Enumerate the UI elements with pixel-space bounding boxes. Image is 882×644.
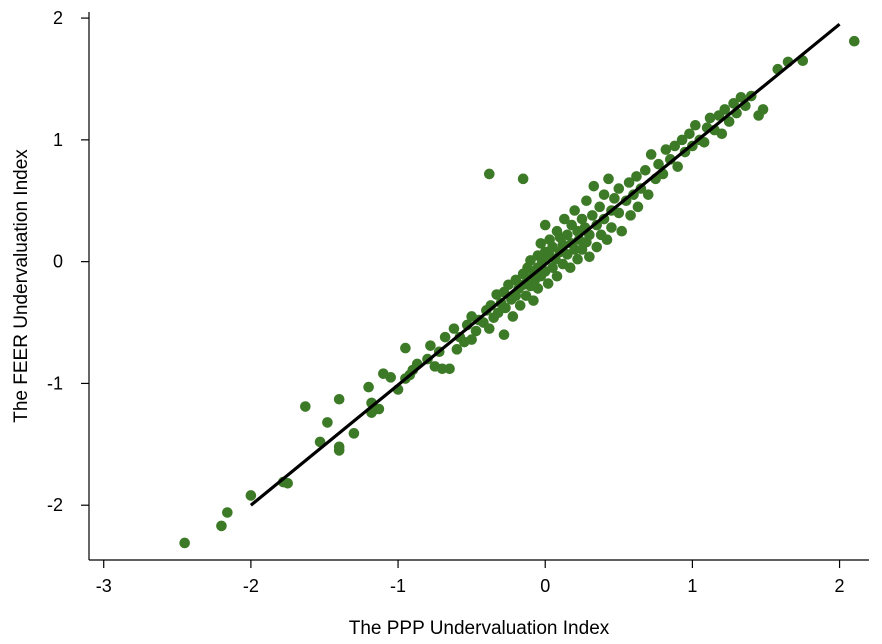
data-point — [631, 171, 642, 182]
x-tick-label: -2 — [243, 576, 259, 596]
data-point — [587, 210, 598, 221]
data-point — [645, 149, 657, 160]
y-tick-label: 1 — [53, 130, 63, 150]
data-point — [698, 137, 710, 148]
x-tick-label: -3 — [96, 576, 112, 596]
data-point — [684, 128, 695, 140]
data-point — [591, 241, 603, 253]
data-point — [584, 251, 595, 263]
data-point — [322, 417, 333, 428]
y-tick-label: -2 — [47, 495, 63, 515]
data-point — [348, 428, 360, 439]
fit-line — [249, 22, 841, 507]
data-point — [484, 323, 495, 334]
data-point — [363, 381, 374, 393]
data-point — [282, 477, 293, 489]
data-point — [588, 180, 600, 192]
data-point — [498, 329, 510, 341]
data-point — [616, 225, 628, 237]
data-point — [594, 201, 605, 213]
data-point — [676, 134, 688, 146]
data-point — [507, 311, 519, 322]
data-point — [728, 98, 739, 109]
data-point — [373, 403, 385, 415]
x-tick-label: 0 — [540, 576, 550, 596]
data-point — [547, 262, 558, 274]
y-tick-label: -1 — [47, 373, 63, 393]
data-point — [569, 244, 580, 255]
data-point — [425, 340, 436, 351]
data-point — [609, 193, 620, 204]
data-points — [179, 35, 860, 549]
data-point — [542, 278, 554, 289]
data-point — [660, 144, 672, 155]
data-point — [532, 283, 544, 294]
data-point — [569, 205, 580, 216]
data-point — [559, 213, 570, 225]
data-point — [642, 189, 654, 200]
data-point — [603, 173, 614, 185]
data-point — [333, 393, 345, 405]
data-point — [500, 302, 511, 314]
data-point — [470, 325, 482, 337]
data-point — [669, 140, 681, 152]
data-point — [576, 213, 588, 225]
x-tick-label: 2 — [835, 576, 845, 596]
data-point — [564, 262, 576, 274]
data-point — [245, 490, 257, 501]
y-axis-title: The FEER Undervaluation Index — [11, 149, 32, 423]
data-point — [623, 177, 635, 188]
data-point — [562, 229, 573, 241]
axes: -3 -2 -1 0 1 2 -2 -1 0 1 2 — [47, 8, 869, 596]
data-point — [672, 161, 683, 172]
data-point — [539, 219, 551, 231]
data-point — [535, 238, 547, 249]
data-point — [757, 104, 769, 115]
data-point — [723, 116, 735, 127]
data-point — [581, 195, 592, 207]
data-point — [719, 104, 731, 115]
data-point — [551, 270, 563, 282]
data-point — [625, 210, 636, 221]
data-point — [439, 331, 451, 343]
data-point — [300, 401, 311, 412]
data-point — [716, 128, 728, 140]
y-tick-label: 2 — [53, 8, 63, 28]
data-point — [640, 165, 651, 176]
data-point — [451, 344, 463, 355]
y-ticks: -2 -1 0 1 2 — [47, 8, 89, 515]
data-point — [606, 222, 617, 233]
data-point — [613, 183, 625, 194]
x-ticks: -3 -2 -1 0 1 2 — [96, 560, 845, 596]
data-point — [601, 234, 613, 246]
data-point — [448, 323, 460, 334]
data-point — [632, 201, 644, 213]
data-point — [514, 300, 526, 311]
x-tick-label: -1 — [390, 576, 406, 596]
data-point — [484, 168, 495, 180]
data-point — [598, 189, 610, 200]
data-point — [613, 207, 625, 219]
data-point — [385, 372, 396, 383]
data-point — [690, 119, 701, 131]
data-point — [400, 342, 411, 354]
data-point — [222, 507, 233, 518]
data-point — [436, 363, 448, 375]
x-tick-label: 1 — [687, 576, 697, 596]
data-point — [444, 363, 455, 375]
data-point — [517, 173, 529, 185]
x-axis-title: The PPP Undervaluation Index — [349, 618, 610, 639]
data-point — [653, 158, 664, 170]
data-point — [735, 91, 747, 103]
y-tick-label: 0 — [53, 252, 63, 272]
data-point — [572, 253, 583, 265]
data-point — [333, 445, 345, 456]
data-point — [216, 520, 227, 532]
data-point — [528, 295, 539, 306]
data-point — [466, 334, 477, 345]
data-point — [848, 35, 860, 47]
data-point — [179, 537, 190, 549]
data-point — [704, 112, 716, 124]
